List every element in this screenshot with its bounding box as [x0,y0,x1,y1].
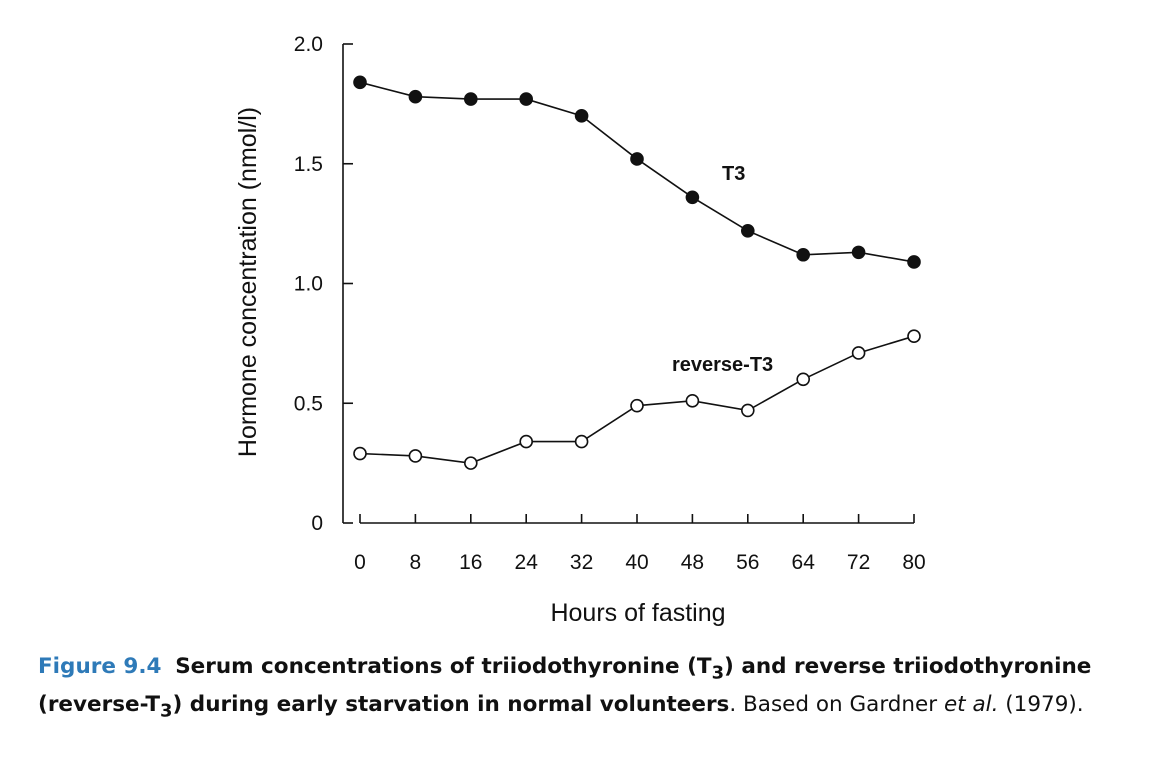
title-part-3: ) during early starvation in normal volu… [172,692,730,718]
figure-caption: Figure 9.4 Serum concentrations of triio… [38,651,1128,728]
axes: 0 0.5 1.0 1.5 2.0 0 8 16 24 32 40 48 56 64 72 80 [294,33,926,574]
line-chart: 0 0.5 1.0 1.5 2.0 0 8 16 24 32 40 48 56 64 72 80 T3 reve… [234,33,926,627]
title-part-1: Serum concentrations of triiodothyronine… [175,654,712,679]
x-tick-label: 56 [736,551,759,574]
x-tick-label: 24 [515,551,539,574]
y-axis-label: Hormone concentration (nmol/l) [234,107,262,457]
data-point-t3 [408,89,423,104]
data-point-reverse-t3 [353,446,367,461]
figure-title: Serum concentrations of triiodothyronine… [38,654,1092,722]
data-point-reverse-t3 [907,329,921,343]
data-point-t3 [574,109,589,123]
title-sub-1: 3 [711,662,725,684]
y-tick-label: 0.5 [294,392,323,415]
source-part-1: . Based on Gardner [729,692,944,718]
title-sub-2: 3 [160,700,173,722]
data-point-t3 [907,255,921,269]
data-point-t3 [740,224,755,238]
x-tick-label: 64 [792,551,816,574]
data-point-reverse-t3 [685,394,700,408]
series-layer: T3 reverse-T3 [353,75,921,470]
data-point-reverse-t3 [630,398,644,413]
x-tick-label: 32 [570,551,593,574]
data-point-t3 [519,92,534,106]
x-tick-label: 0 [354,551,366,574]
series-label-t3: T3 [722,163,745,185]
y-tick-label: 0 [311,512,323,535]
x-tick-label: 48 [681,551,704,574]
data-point-t3 [353,75,367,90]
data-point-reverse-t3 [574,434,589,449]
data-point-reverse-t3 [796,372,811,387]
x-tick-label: 80 [902,551,925,574]
y-tick-label: 2.0 [294,33,323,56]
data-point-reverse-t3 [851,346,866,360]
data-point-reverse-t3 [463,456,478,470]
x-axis-label: Hours of fasting [550,599,725,627]
series-label-reverse-t3: reverse-T3 [672,354,773,376]
data-point-t3 [796,247,811,262]
y-tick-label: 1.5 [294,153,323,176]
data-point-t3 [685,190,700,205]
title-part-2: ) and reverse triiodothyronine (reverse-… [38,654,1092,718]
data-point-reverse-t3 [740,403,755,418]
x-tick-label: 72 [847,551,870,574]
figure-source: . Based on Gardner et al. (1979). [729,692,1083,717]
data-point-t3 [630,152,644,166]
x-tick-label: 8 [410,551,422,574]
source-et-al: et al. [943,692,999,718]
data-point-reverse-t3 [408,449,423,463]
x-tick-label: 16 [459,551,482,574]
x-tick-label: 40 [625,551,648,574]
source-part-2: (1979). [998,692,1084,718]
y-tick-label: 1.0 [294,273,323,296]
data-point-t3 [851,245,866,260]
data-point-reverse-t3 [519,434,534,449]
data-point-t3 [463,92,478,106]
series-line-t3 [359,81,915,263]
figure-number: Figure 9.4 [38,654,162,679]
